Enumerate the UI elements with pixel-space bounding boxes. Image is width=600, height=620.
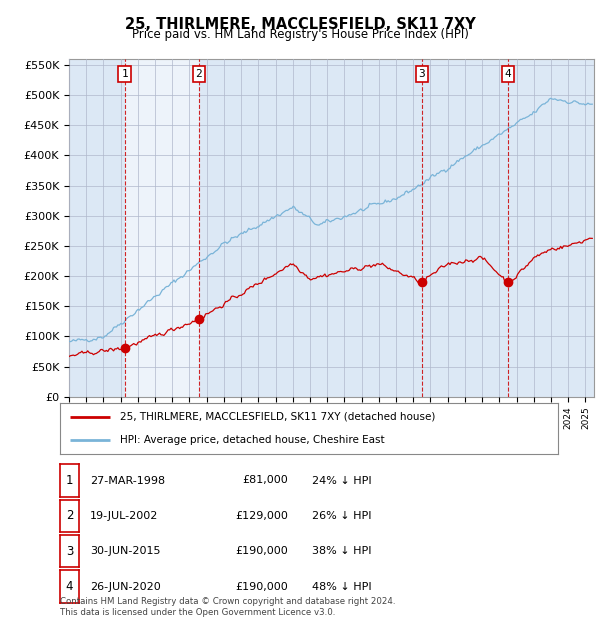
Text: 4: 4 [66, 580, 73, 593]
Text: 48% ↓ HPI: 48% ↓ HPI [312, 582, 371, 591]
Text: £190,000: £190,000 [235, 546, 288, 556]
Text: £190,000: £190,000 [235, 582, 288, 591]
Text: 2: 2 [66, 510, 73, 522]
Text: 26% ↓ HPI: 26% ↓ HPI [312, 511, 371, 521]
Text: 27-MAR-1998: 27-MAR-1998 [90, 476, 165, 485]
Text: 2: 2 [196, 69, 202, 79]
Text: 24% ↓ HPI: 24% ↓ HPI [312, 476, 371, 485]
Text: Price paid vs. HM Land Registry's House Price Index (HPI): Price paid vs. HM Land Registry's House … [131, 28, 469, 41]
Text: 3: 3 [66, 545, 73, 557]
Text: £129,000: £129,000 [235, 511, 288, 521]
Text: HPI: Average price, detached house, Cheshire East: HPI: Average price, detached house, Ches… [120, 435, 385, 445]
Text: 1: 1 [121, 69, 128, 79]
Text: 1: 1 [66, 474, 73, 487]
Text: 19-JUL-2002: 19-JUL-2002 [90, 511, 158, 521]
Text: Contains HM Land Registry data © Crown copyright and database right 2024.
This d: Contains HM Land Registry data © Crown c… [60, 598, 395, 617]
Text: 25, THIRLMERE, MACCLESFIELD, SK11 7XY: 25, THIRLMERE, MACCLESFIELD, SK11 7XY [125, 17, 475, 32]
Text: 4: 4 [505, 69, 511, 79]
Text: 3: 3 [418, 69, 425, 79]
Text: £81,000: £81,000 [242, 476, 288, 485]
Bar [125, 59, 199, 397]
Text: 38% ↓ HPI: 38% ↓ HPI [312, 546, 371, 556]
Text: 25, THIRLMERE, MACCLESFIELD, SK11 7XY (detached house): 25, THIRLMERE, MACCLESFIELD, SK11 7XY (d… [120, 412, 435, 422]
Text: 26-JUN-2020: 26-JUN-2020 [90, 582, 161, 591]
Text: 30-JUN-2015: 30-JUN-2015 [90, 546, 161, 556]
